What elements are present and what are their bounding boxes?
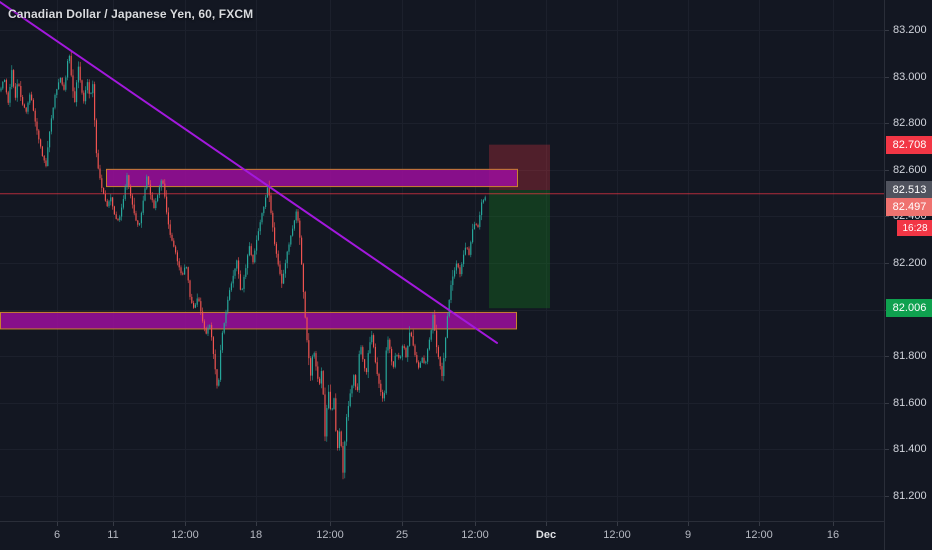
time-tick-mark [475, 522, 476, 526]
price-badge-stop: 82.708 [886, 136, 932, 154]
price-tick-label: 83.200 [893, 24, 927, 36]
price-tick-label: 81.200 [893, 490, 927, 502]
candlestick-series [0, 51, 486, 480]
price-tick-label: 83.000 [893, 71, 927, 83]
demand-zone-rectangle[interactable] [0, 311, 517, 330]
time-tick-label: 12:00 [603, 529, 631, 541]
time-tick-mark [57, 522, 58, 526]
chart-plot-area[interactable] [0, 0, 884, 521]
time-tick-label: 12:00 [745, 529, 773, 541]
price-tick-mark [885, 263, 889, 264]
time-tick-label: 12:00 [171, 529, 199, 541]
time-tick-mark [256, 522, 257, 526]
time-tick-mark [688, 522, 689, 526]
price-tick-mark [885, 77, 889, 78]
time-tick-label: 18 [249, 529, 263, 541]
price-tick-mark [885, 449, 889, 450]
time-tick-label: 25 [395, 529, 409, 541]
time-tick-mark [185, 522, 186, 526]
price-badge-last: 82.497 [886, 198, 932, 216]
price-tick-mark [885, 216, 889, 217]
time-tick-mark [113, 522, 114, 526]
trendline[interactable] [0, 1, 498, 344]
time-tick-mark [759, 522, 760, 526]
price-axis[interactable]: 83.20083.00082.80082.60082.40082.20082.0… [884, 0, 932, 521]
time-tick-label: 9 [684, 529, 692, 541]
time-tick-label: 6 [53, 529, 61, 541]
symbol-title[interactable]: Canadian Dollar / Japanese Yen, 60, FXCM [8, 7, 254, 21]
price-tick-mark [885, 170, 889, 171]
supply-zone-rectangle[interactable] [106, 168, 518, 188]
grid-lines [0, 0, 884, 521]
time-tick-mark [546, 522, 547, 526]
price-tick-label: 82.200 [893, 257, 927, 269]
price-tick-mark [885, 356, 889, 357]
time-tick-label: 12:00 [316, 529, 344, 541]
time-axis[interactable]: 6 11 12:00 18 12:00 25 12:00 Dec 12:00 9 12:00 16 [0, 521, 932, 550]
time-tick-mark [833, 522, 834, 526]
price-tick-label: 82.800 [893, 117, 927, 129]
plot-background [0, 0, 884, 521]
position-profit-box[interactable] [489, 190, 550, 309]
time-tick-label: 11 [107, 529, 119, 541]
price-tick-mark [885, 403, 889, 404]
price-tick-mark [885, 123, 889, 124]
time-tick-mark [330, 522, 331, 526]
axis-corner [884, 521, 932, 550]
time-tick-mark [402, 522, 403, 526]
price-tick-mark [885, 496, 889, 497]
time-tick-label: Dec [535, 529, 557, 541]
price-badge-countdown: 16:28 [897, 220, 932, 236]
price-tick-label: 82.600 [893, 164, 927, 176]
price-tick-label: 81.800 [893, 350, 927, 362]
time-tick-label: 12:00 [461, 529, 489, 541]
price-badge-target: 82.006 [886, 299, 932, 317]
price-badge-entry: 82.513 [886, 181, 932, 199]
time-tick-label: 16 [826, 529, 840, 541]
time-tick-mark [617, 522, 618, 526]
price-tick-label: 81.600 [893, 397, 927, 409]
price-tick-mark [885, 30, 889, 31]
price-tick-label: 81.400 [893, 443, 927, 455]
